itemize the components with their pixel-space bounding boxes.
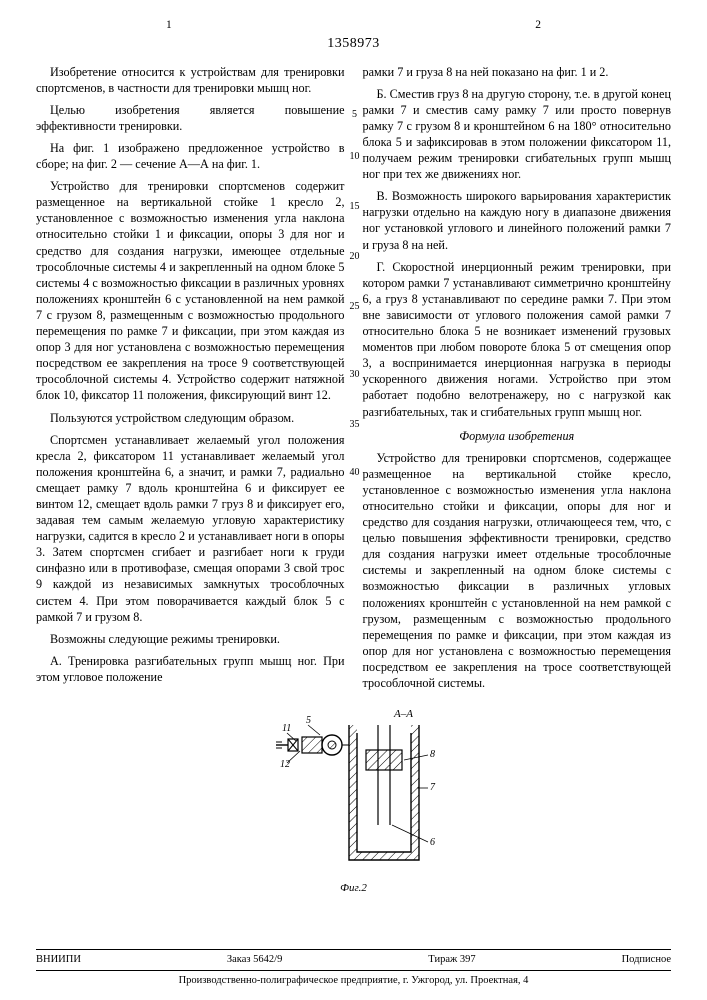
body-paragraph: В. Возможность широкого варьирования хар… <box>363 188 672 252</box>
svg-text:5: 5 <box>306 715 311 726</box>
line-mark: 10 <box>348 150 362 163</box>
footer-rule <box>36 949 671 950</box>
footer-podpis: Подписное <box>622 953 671 967</box>
right-column: рамки 7 и груза 8 на ней показано на фиг… <box>363 64 672 697</box>
line-mark: 20 <box>348 250 362 263</box>
body-paragraph: А. Тренировка разгибательных групп мышц … <box>36 653 345 685</box>
page-number-left: 1 <box>166 18 172 33</box>
footer-rule <box>36 970 671 971</box>
footer-org: ВНИИПИ <box>36 953 81 967</box>
body-paragraph: Пользуются устройством следующим образом… <box>36 410 345 426</box>
figure-caption: Фиг.2 <box>36 881 671 896</box>
figure-area: А–А <box>36 705 671 896</box>
footer-tirazh: Тираж 397 <box>428 953 475 967</box>
line-mark: 15 <box>348 200 362 213</box>
line-mark: 5 <box>348 108 362 121</box>
claim-paragraph: Устройство для тренировки спортсменов, с… <box>363 450 672 691</box>
body-paragraph: Целью изобретения является повышение эфф… <box>36 102 345 134</box>
claims-heading: Формула изобретения <box>363 428 672 444</box>
page: 1 2 1358973 5 10 15 20 25 30 35 40 Изобр… <box>0 0 707 1000</box>
body-paragraph: Г. Скоростной инерционный режим трениров… <box>363 259 672 420</box>
left-column: Изобретение относится к устройствам для … <box>36 64 345 697</box>
body-paragraph: На фиг. 1 изображено предложенное устрой… <box>36 140 345 172</box>
figure-2-drawing: А–А <box>254 705 454 875</box>
svg-text:12: 12 <box>280 759 290 770</box>
line-mark: 30 <box>348 368 362 381</box>
footer-address: Производственно-полиграфическое предприя… <box>36 974 671 988</box>
body-paragraph: Б. Сместив груз 8 на другую сторону, т.е… <box>363 86 672 183</box>
svg-text:11: 11 <box>282 723 291 734</box>
svg-text:8: 8 <box>430 749 435 760</box>
svg-text:6: 6 <box>430 837 435 848</box>
body-paragraph: Спортсмен устанавливает желаемый угол по… <box>36 432 345 625</box>
body-paragraph: Изобретение относится к устройствам для … <box>36 64 345 96</box>
line-mark: 35 <box>348 418 362 431</box>
page-number-right: 2 <box>535 18 541 33</box>
section-label: А–А <box>393 708 413 720</box>
body-paragraph: рамки 7 и груза 8 на ней показано на фиг… <box>363 64 672 80</box>
body-paragraph: Возможны следующие режимы тренировки. <box>36 631 345 647</box>
body-paragraph: Устройство для тренировки спортсменов со… <box>36 178 345 403</box>
footer-order: Заказ 5642/9 <box>227 953 282 967</box>
page-numbers-row: 1 2 <box>36 18 671 33</box>
document-number: 1358973 <box>36 35 671 53</box>
svg-text:7: 7 <box>430 782 436 793</box>
footer: ВНИИПИ Заказ 5642/9 Тираж 397 Подписное … <box>36 946 671 988</box>
line-mark: 40 <box>348 466 362 479</box>
footer-row-1: ВНИИПИ Заказ 5642/9 Тираж 397 Подписное <box>36 953 671 967</box>
line-mark: 25 <box>348 300 362 313</box>
